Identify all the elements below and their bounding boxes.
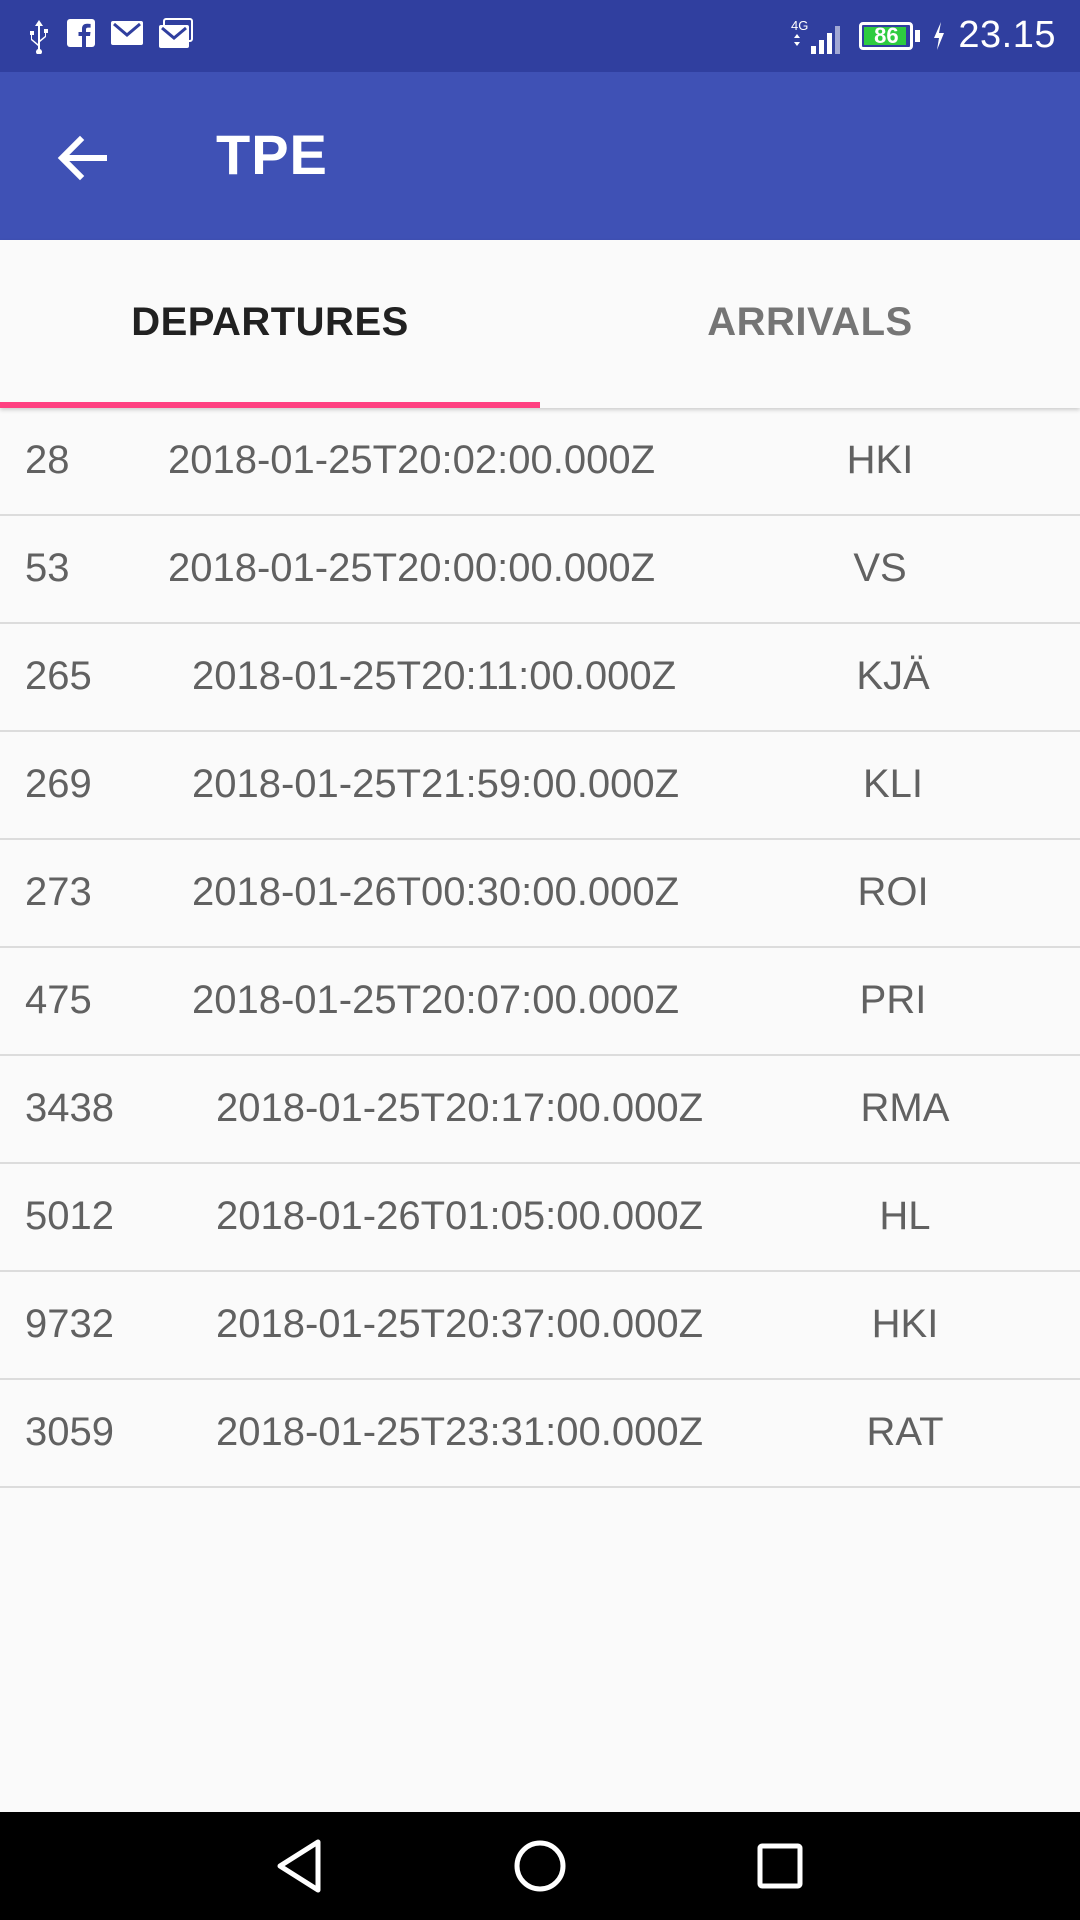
battery-cap	[915, 29, 921, 42]
train-number: 3059	[25, 1410, 114, 1454]
scheduled-time: 2018-01-25T20:11:00.000Z	[192, 654, 677, 698]
scheduled-time: 2018-01-25T20:37:00.000Z	[216, 1302, 704, 1346]
tab-bar: DEPARTURES ARRIVALS	[0, 240, 1080, 408]
battery-level-fill	[864, 26, 906, 45]
table-row[interactable]: 3059 2018-01-25T23:31:00.000Z RAT	[0, 1380, 1080, 1488]
station-code: HL	[879, 1194, 931, 1238]
battery-icon: 86	[859, 21, 914, 50]
train-number: 28	[25, 438, 70, 482]
scheduled-time: 2018-01-25T20:02:00.000Z	[168, 438, 656, 482]
train-list: 28 2018-01-25T20:02:00.000Z HKI 53 2018-…	[0, 408, 1080, 1488]
table-row[interactable]: 475 2018-01-25T20:07:00.000Z PRI	[0, 948, 1080, 1056]
app-bar: TPE	[0, 72, 1080, 240]
charging-bolt-icon	[934, 21, 945, 50]
nav-recents-icon[interactable]	[748, 1834, 812, 1898]
station-code: HKI	[871, 1302, 939, 1346]
gmail-icon	[111, 21, 143, 45]
train-number: 273	[25, 870, 92, 914]
station-code: HKI	[846, 438, 914, 482]
battery-level: 86	[874, 22, 899, 48]
station-code: KJÄ	[856, 654, 930, 698]
status-bar: 4G 86 23.15	[0, 0, 1080, 72]
station-code: VS	[853, 546, 907, 590]
scheduled-time: 2018-01-26T00:30:00.000Z	[192, 870, 680, 914]
train-number: 265	[25, 654, 92, 698]
table-row[interactable]: 3438 2018-01-25T20:17:00.000Z RMA	[0, 1056, 1080, 1164]
table-row[interactable]: 273 2018-01-26T00:30:00.000Z ROI	[0, 840, 1080, 948]
navigation-bar	[0, 1812, 1080, 1920]
svg-text:4G: 4G	[791, 18, 808, 33]
system-indicators: 4G 86 23.15	[791, 14, 1056, 57]
scheduled-time: 2018-01-25T20:07:00.000Z	[192, 978, 680, 1022]
train-number: 9732	[25, 1302, 114, 1346]
station-code: KLI	[862, 762, 924, 806]
tab-indicator	[0, 402, 540, 408]
table-row[interactable]: 9732 2018-01-25T20:37:00.000Z HKI	[0, 1272, 1080, 1380]
usb-icon	[30, 20, 48, 54]
page-title: TPE	[216, 123, 328, 186]
table-row[interactable]: 269 2018-01-25T21:59:00.000Z KLI	[0, 732, 1080, 840]
train-number: 53	[25, 546, 70, 590]
table-row[interactable]: 265 2018-01-25T20:11:00.000Z KJÄ	[0, 624, 1080, 732]
table-row[interactable]: 53 2018-01-25T20:00:00.000Z VS	[0, 516, 1080, 624]
clock: 23.15	[958, 14, 1056, 56]
scheduled-time: 2018-01-25T21:59:00.000Z	[192, 762, 680, 806]
scheduled-time: 2018-01-25T20:00:00.000Z	[168, 546, 656, 590]
train-number: 3438	[25, 1086, 114, 1130]
tab-arrivals[interactable]: ARRIVALS	[707, 299, 913, 344]
scheduled-time: 2018-01-26T01:05:00.000Z	[216, 1194, 704, 1238]
nav-back-icon[interactable]	[268, 1834, 332, 1898]
scheduled-time: 2018-01-25T20:17:00.000Z	[216, 1086, 704, 1130]
station-code: RAT	[866, 1410, 944, 1454]
notification-icons	[26, 18, 194, 54]
station-code: ROI	[857, 870, 929, 914]
gmail-icon	[159, 18, 193, 48]
tab-departures[interactable]: DEPARTURES	[131, 299, 409, 344]
nav-home-icon[interactable]	[508, 1834, 572, 1898]
scheduled-time: 2018-01-25T23:31:00.000Z	[216, 1410, 704, 1454]
back-button[interactable]	[50, 126, 114, 190]
train-number: 475	[25, 978, 92, 1022]
station-code: RMA	[860, 1086, 950, 1130]
train-number: 269	[25, 762, 92, 806]
arrow-left-icon	[57, 135, 107, 181]
signal-4g-icon: 4G	[791, 18, 841, 54]
table-row[interactable]: 28 2018-01-25T20:02:00.000Z HKI	[0, 408, 1080, 516]
facebook-icon	[67, 19, 95, 47]
table-row[interactable]: 5012 2018-01-26T01:05:00.000Z HL	[0, 1164, 1080, 1272]
station-code: PRI	[859, 978, 927, 1022]
train-number: 5012	[25, 1194, 114, 1238]
